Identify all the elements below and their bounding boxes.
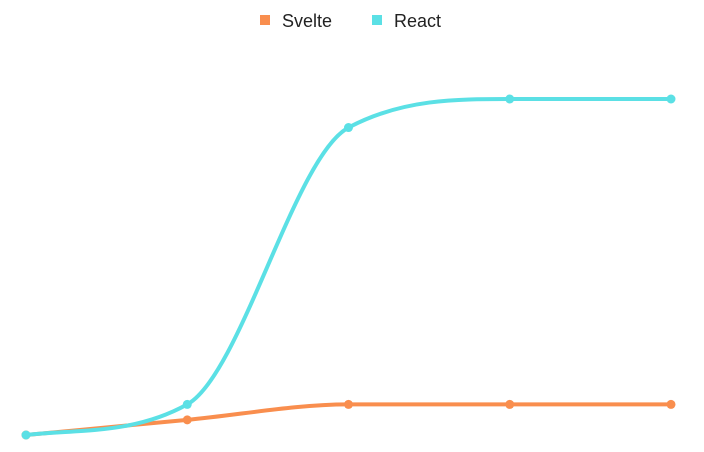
- data-point-svelte-3[interactable]: [344, 399, 353, 409]
- legend-swatch-svelte: [260, 15, 270, 25]
- data-point-react-4[interactable]: [505, 94, 515, 104]
- legend-label-svelte: Svelte: [282, 11, 332, 31]
- series-line-react: [24, 96, 673, 437]
- data-point-svelte-2[interactable]: [182, 415, 192, 425]
- legend-item-react[interactable]: React: [372, 11, 441, 31]
- legend-swatch-react: [372, 15, 382, 25]
- data-point-react-2[interactable]: [182, 399, 192, 409]
- data-point-react-5[interactable]: [666, 94, 676, 104]
- data-point-react-1[interactable]: [21, 430, 31, 440]
- legend-item-svelte[interactable]: Svelte: [260, 11, 332, 31]
- data-point-svelte-4[interactable]: [505, 399, 515, 409]
- series-layer: [21, 94, 676, 440]
- data-point-svelte-5[interactable]: [666, 399, 676, 409]
- legend-label-react: React: [394, 11, 441, 31]
- series-react: [21, 94, 676, 440]
- series-svelte: [21, 399, 676, 440]
- data-point-react-3[interactable]: [344, 123, 353, 133]
- series-line-svelte: [24, 402, 673, 437]
- legend[interactable]: Svelte React: [260, 11, 441, 31]
